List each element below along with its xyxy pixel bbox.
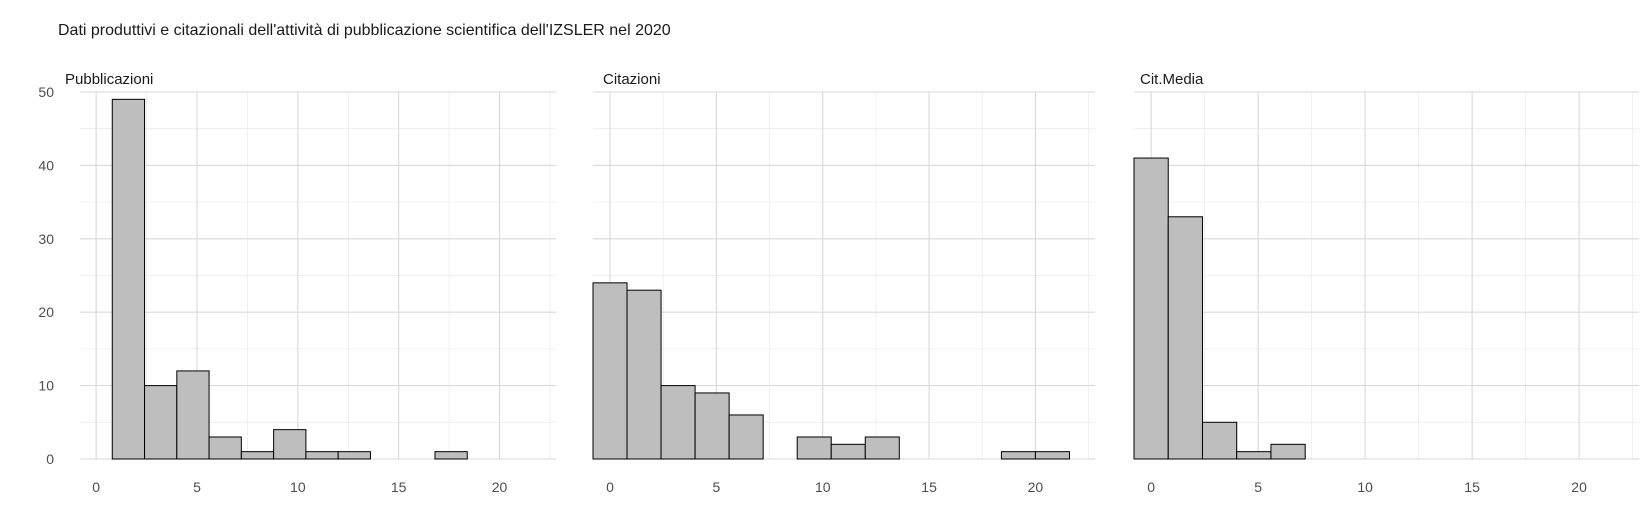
y-tick-label: 50 <box>38 84 54 100</box>
x-tick-label: 20 <box>492 479 508 495</box>
panel-2: Citazioni 0 5 10 15 20 <box>592 71 1095 495</box>
histogram-bar <box>830 443 866 460</box>
histogram-bar <box>626 289 662 460</box>
x-tick-label: 15 <box>921 479 937 495</box>
panel-title: Pubblicazioni <box>65 71 153 88</box>
y-tick-label: 20 <box>38 304 54 320</box>
histogram-bar <box>694 392 730 460</box>
x-tick-label: 5 <box>193 479 201 495</box>
histogram-bar <box>111 98 146 460</box>
x-tick-label: 20 <box>1028 479 1044 495</box>
x-tick-label: 10 <box>815 479 831 495</box>
y-tick-label: 0 <box>46 451 54 467</box>
histogram-bar <box>208 436 242 460</box>
histogram-bar <box>1167 216 1203 460</box>
y-tick-label: 40 <box>38 157 54 173</box>
y-tick-label: 30 <box>38 231 54 247</box>
x-tick-label: 5 <box>1254 479 1262 495</box>
x-tick-label: 20 <box>1571 479 1587 495</box>
histogram-bar <box>1133 157 1169 460</box>
histogram-bar <box>1236 451 1272 460</box>
histogram-bar <box>434 451 468 460</box>
panel-title: Citazioni <box>603 71 661 88</box>
x-tick-label: 10 <box>290 479 306 495</box>
histogram-bar <box>864 436 900 460</box>
histogram-bar <box>1270 443 1306 460</box>
x-tick-label: 5 <box>712 479 720 495</box>
x-tick-label: 0 <box>1147 479 1155 495</box>
y-tick-label: 10 <box>38 378 54 394</box>
histogram-bar <box>305 451 339 460</box>
histogram-bar <box>796 436 832 460</box>
histogram-bar <box>144 385 178 460</box>
panel-title: Cit.Media <box>1140 71 1204 88</box>
histogram-bar <box>1034 451 1070 460</box>
histogram-bar <box>337 451 371 460</box>
x-tick-label: 10 <box>1357 479 1373 495</box>
panel-1: Pubblicazioni 0 10 20 30 40 50 0 5 10 15 20 <box>38 71 556 495</box>
histogram-bar <box>660 385 696 460</box>
histogram-bar <box>273 429 307 460</box>
histogram-bar <box>240 451 275 460</box>
histogram-bar <box>1201 421 1238 460</box>
chart-title: Dati produttivi e citazionali dell'attiv… <box>58 22 671 39</box>
x-tick-label: 15 <box>1464 479 1480 495</box>
histogram-bar <box>176 370 210 460</box>
histogram-bar <box>728 414 764 460</box>
x-tick-label: 15 <box>391 479 407 495</box>
x-tick-label: 0 <box>606 479 614 495</box>
panel-3: Cit.Media 0 5 10 15 20 <box>1133 71 1639 495</box>
histogram-bar <box>1000 451 1036 460</box>
x-tick-label: 0 <box>92 479 100 495</box>
histogram-bar <box>592 282 628 460</box>
